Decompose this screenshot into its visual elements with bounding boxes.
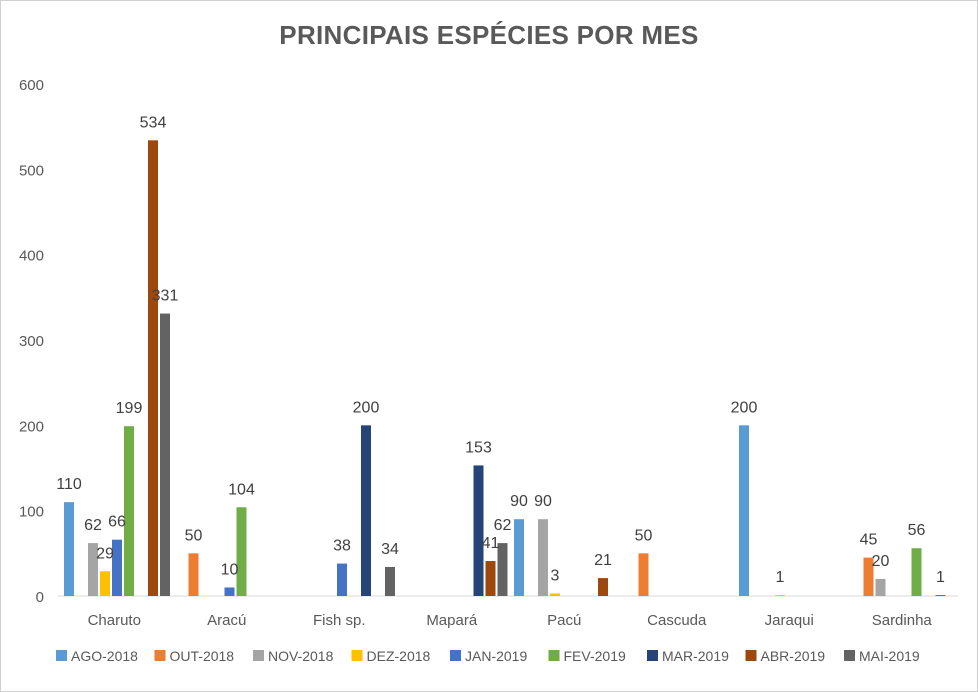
y-tick-label: 600 xyxy=(19,77,44,94)
bar xyxy=(638,553,649,596)
data-label: 90 xyxy=(534,493,552,510)
bar xyxy=(236,507,247,596)
bar xyxy=(64,502,74,596)
data-label: 41 xyxy=(482,535,500,552)
x-tick-label: Aracú xyxy=(207,612,246,629)
data-label: 34 xyxy=(381,541,399,558)
bar xyxy=(337,563,347,596)
legend-swatch xyxy=(548,650,560,661)
bar xyxy=(497,543,508,596)
data-label: 1 xyxy=(776,569,785,586)
bar xyxy=(538,519,548,596)
legend-swatch xyxy=(647,650,658,661)
legend-swatch xyxy=(450,650,461,661)
legend-label: MAI-2019 xyxy=(859,648,920,664)
data-label: 62 xyxy=(84,517,102,534)
bar xyxy=(148,140,158,596)
bar xyxy=(160,313,170,596)
x-tick-label: Jaraqui xyxy=(765,612,814,629)
data-label: 45 xyxy=(860,532,878,549)
data-label: 153 xyxy=(465,439,492,456)
bar xyxy=(188,553,199,596)
chart-title: PRINCIPAIS ESPÉCIES POR MES xyxy=(279,20,699,50)
data-label: 200 xyxy=(731,399,758,416)
bar xyxy=(863,557,874,596)
bar xyxy=(514,519,524,596)
bar xyxy=(124,426,134,596)
y-tick-label: 200 xyxy=(19,418,44,435)
data-label: 21 xyxy=(594,552,612,569)
bar xyxy=(224,587,235,596)
bar xyxy=(775,595,785,596)
data-label: 1 xyxy=(936,569,945,586)
data-labels-layer: 1106229661995343315010104382003415341629… xyxy=(56,114,945,586)
x-tick-label: Mapará xyxy=(426,612,478,629)
legend-label: AGO-2018 xyxy=(71,648,138,664)
data-label: 3 xyxy=(551,567,560,584)
y-tick-label: 100 xyxy=(19,504,44,521)
bars-layer xyxy=(64,140,946,596)
legend-swatch xyxy=(56,650,67,661)
data-label: 62 xyxy=(494,517,512,534)
legend-label: ABR-2019 xyxy=(761,648,826,664)
bar xyxy=(385,566,395,596)
legend-label: NOV-2018 xyxy=(268,648,334,664)
data-label: 200 xyxy=(353,399,380,416)
data-label: 104 xyxy=(228,481,255,498)
data-label: 534 xyxy=(140,114,167,131)
bar xyxy=(100,571,110,596)
y-tick-label: 300 xyxy=(19,333,44,350)
data-label: 199 xyxy=(116,400,143,417)
data-label: 110 xyxy=(56,476,82,493)
legend-label: FEV-2019 xyxy=(564,648,626,664)
bar xyxy=(473,465,484,596)
data-label: 50 xyxy=(635,527,653,544)
x-tick-label: Pacú xyxy=(547,612,581,629)
data-label: 50 xyxy=(185,527,203,544)
legend-label: MAR-2019 xyxy=(662,648,729,664)
bar xyxy=(88,543,98,596)
legend-swatch xyxy=(351,650,363,661)
data-label: 10 xyxy=(221,561,239,578)
legend-label: DEZ-2018 xyxy=(367,648,431,664)
data-label: 56 xyxy=(908,522,926,539)
bar xyxy=(739,425,749,596)
bar xyxy=(911,548,922,596)
data-label: 90 xyxy=(510,493,528,510)
x-axis-ticks: Charuto Aracú Fish sp. Mapará Pacú Cascuda Jar… xyxy=(88,612,933,629)
y-tick-label: 500 xyxy=(19,162,44,179)
legend: AGO-2018 OUT-2018 NOV-2018 DEZ-2018 JAN-2019… xyxy=(56,648,920,664)
legend-swatch xyxy=(154,650,166,661)
y-axis-ticks: 0 100 200 300 400 500 600 xyxy=(19,77,44,606)
legend-label: JAN-2019 xyxy=(465,648,527,664)
x-tick-label: Cascuda xyxy=(647,612,707,629)
bar xyxy=(935,595,946,596)
y-tick-label: 400 xyxy=(19,248,44,265)
legend-swatch xyxy=(844,650,855,661)
data-label: 331 xyxy=(152,288,179,305)
bar xyxy=(112,539,122,596)
bar xyxy=(550,593,560,596)
x-tick-label: Fish sp. xyxy=(313,612,366,629)
bar xyxy=(875,578,886,596)
bar xyxy=(361,425,371,596)
y-tick-label: 0 xyxy=(36,589,44,606)
legend-swatch xyxy=(745,650,757,661)
legend-swatch xyxy=(253,650,264,661)
data-label: 20 xyxy=(872,553,890,570)
legend-label: OUT-2018 xyxy=(170,648,235,664)
data-label: 38 xyxy=(333,538,351,555)
data-label: 66 xyxy=(108,514,126,531)
bar xyxy=(485,561,496,596)
x-tick-label: Charuto xyxy=(88,612,141,629)
data-label: 29 xyxy=(96,545,114,562)
x-tick-label: Sardinha xyxy=(872,612,933,629)
bar xyxy=(598,578,608,596)
